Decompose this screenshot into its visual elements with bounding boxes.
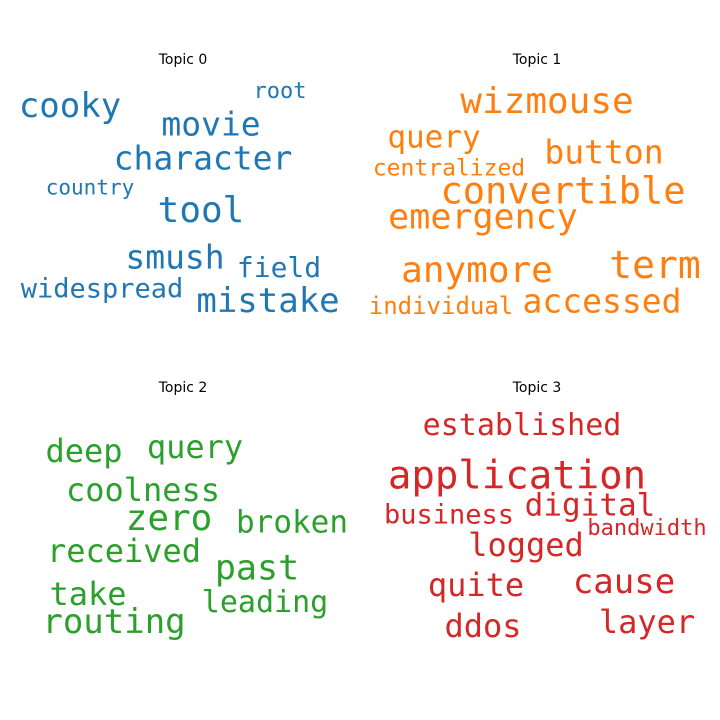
word-accessed: accessed	[522, 281, 682, 321]
panel-title: Topic 0	[158, 52, 208, 68]
word-deep: deep	[45, 432, 123, 470]
word-established: established	[422, 408, 622, 443]
word-button: button	[544, 132, 664, 172]
word-take: take	[49, 575, 127, 613]
word-logged: logged	[468, 526, 584, 564]
word-character: character	[113, 138, 293, 178]
word-term: term	[609, 243, 701, 287]
panel-title: Topic 1	[512, 52, 562, 68]
word-mistake: mistake	[196, 281, 340, 321]
word-query: query	[387, 119, 481, 156]
word-centralized: centralized	[372, 155, 526, 182]
word-cause: cause	[572, 562, 676, 602]
panel-title: Topic 3	[512, 380, 562, 396]
word-emergency: emergency	[388, 197, 578, 238]
word-convertible: convertible	[440, 169, 686, 213]
word-query: query	[146, 428, 244, 466]
word-layer: layer	[598, 603, 696, 641]
word-movie: movie	[161, 104, 261, 144]
word-tool: tool	[157, 190, 245, 231]
word-application: application	[387, 453, 647, 499]
word-broken: broken	[236, 504, 348, 541]
word-wizmouse: wizmouse	[460, 81, 634, 122]
word-coolness: coolness	[65, 471, 221, 509]
word-field: field	[236, 251, 322, 284]
word-cooky: cooky	[18, 86, 122, 126]
word-ddos: ddos	[444, 607, 522, 645]
word-quite: quite	[427, 566, 525, 604]
word-country: country	[45, 175, 135, 200]
word-individual: individual	[368, 292, 514, 320]
word-smush: smush	[125, 237, 225, 277]
word-routing: routing	[42, 602, 186, 642]
word-business: business	[383, 499, 515, 531]
panel-title: Topic 2	[158, 380, 208, 396]
word-digital: digital	[524, 487, 656, 524]
word-root: root	[253, 79, 307, 104]
word-leading: leading	[201, 585, 329, 620]
word-received: received	[46, 532, 202, 570]
word-anymore: anymore	[401, 250, 553, 291]
word-widespread: widespread	[20, 273, 184, 305]
word-zero: zero	[125, 498, 213, 539]
word-past: past	[214, 548, 300, 589]
word-bandwidth: bandwidth	[587, 516, 707, 541]
